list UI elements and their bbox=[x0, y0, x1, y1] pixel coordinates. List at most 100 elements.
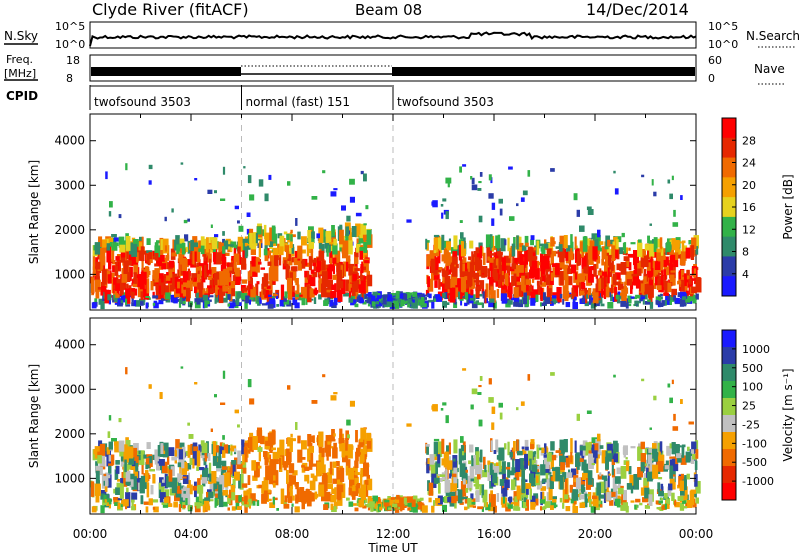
power-cell bbox=[655, 299, 661, 305]
power-cell bbox=[250, 264, 256, 277]
power-cell bbox=[507, 293, 513, 298]
velocity-cell bbox=[587, 470, 593, 485]
velocity-cell bbox=[203, 500, 210, 507]
power-cell bbox=[647, 259, 652, 263]
velocity-cell bbox=[548, 487, 553, 501]
power-cell bbox=[471, 254, 475, 264]
velocity-cell bbox=[107, 498, 112, 505]
velocity-scatter-cells bbox=[90, 366, 701, 514]
power-cell bbox=[266, 285, 271, 289]
power-cell bbox=[501, 281, 504, 293]
power-cell bbox=[524, 235, 529, 247]
velocity-cell bbox=[692, 454, 698, 460]
power-cell bbox=[255, 233, 258, 244]
velocity-cell bbox=[583, 463, 589, 478]
power-cell bbox=[615, 281, 621, 286]
velocity-cell bbox=[292, 495, 295, 501]
power-cell bbox=[308, 241, 314, 249]
power-cell bbox=[612, 273, 617, 285]
power-cell bbox=[187, 240, 191, 254]
velocity-cell bbox=[695, 497, 699, 504]
power-cell bbox=[205, 302, 211, 307]
velocity-cell bbox=[286, 470, 289, 484]
power-cell bbox=[205, 269, 212, 274]
velocity-cell bbox=[183, 491, 186, 494]
power-cell bbox=[532, 279, 535, 283]
velocity-cell bbox=[145, 457, 150, 465]
velocity-cell bbox=[346, 434, 350, 439]
power-cell bbox=[581, 255, 587, 267]
velocity-cell bbox=[311, 435, 314, 443]
x-tick-label: 12:00 bbox=[376, 527, 411, 541]
velocity-cell bbox=[348, 487, 352, 496]
power-cell bbox=[442, 270, 448, 278]
power-cell bbox=[691, 286, 697, 294]
velocity-cell bbox=[640, 462, 645, 472]
velocity-cell bbox=[491, 406, 496, 414]
velocity-cell bbox=[658, 477, 663, 480]
power-cell bbox=[489, 298, 495, 303]
power-cell bbox=[472, 301, 476, 304]
power-cell bbox=[345, 255, 351, 269]
power-cell bbox=[572, 285, 579, 297]
power-cell bbox=[199, 263, 205, 267]
power-cell bbox=[212, 247, 218, 262]
power-cell bbox=[672, 222, 679, 227]
power-cell bbox=[133, 300, 137, 307]
y-tick-label: 1000 bbox=[54, 471, 85, 485]
velocity-cell bbox=[675, 453, 682, 459]
power-cell bbox=[581, 282, 586, 290]
power-cell bbox=[294, 250, 298, 261]
power-cell bbox=[362, 301, 367, 305]
power-cell bbox=[268, 174, 272, 180]
power-cell bbox=[223, 240, 229, 250]
velocity-cell bbox=[133, 476, 137, 488]
velocity-cell bbox=[352, 485, 356, 491]
velocity-cell bbox=[530, 443, 534, 450]
power-cell bbox=[689, 293, 694, 297]
velocity-cell bbox=[258, 465, 262, 469]
velocity-cell bbox=[511, 479, 516, 490]
power-cell bbox=[178, 243, 184, 252]
power-cell bbox=[164, 216, 167, 222]
velocity-cell bbox=[287, 437, 291, 447]
velocity-cell bbox=[303, 496, 307, 504]
velocity-cell bbox=[458, 448, 462, 465]
velocity-cell bbox=[181, 461, 187, 475]
velocity-cell bbox=[108, 455, 112, 462]
power-cell bbox=[206, 251, 210, 255]
power-cell bbox=[300, 286, 307, 299]
power-cell bbox=[232, 275, 236, 285]
velocity-cell bbox=[590, 501, 594, 505]
velocity-cell bbox=[485, 504, 491, 511]
power-cell bbox=[247, 175, 252, 184]
cpid-segments: twofsound 3503 normal (fast) 151 twofsound… bbox=[89, 85, 494, 110]
power-cell bbox=[348, 263, 354, 276]
power-cell bbox=[292, 285, 295, 296]
velocity-cell bbox=[432, 404, 438, 412]
velocity-cell bbox=[505, 466, 511, 470]
power-cell bbox=[451, 273, 458, 288]
power-cell bbox=[359, 247, 363, 260]
velocity-cell bbox=[626, 483, 632, 490]
velocity-cell bbox=[206, 441, 209, 457]
power-cell bbox=[522, 190, 528, 196]
colorbar-swatch bbox=[722, 197, 736, 218]
power-cell bbox=[661, 270, 664, 287]
power-cell bbox=[148, 164, 153, 170]
velocity-cell bbox=[386, 498, 393, 506]
power-cell bbox=[516, 285, 523, 297]
velocity-cell bbox=[656, 507, 661, 510]
power-cell bbox=[154, 268, 160, 283]
velocity-cell bbox=[487, 460, 491, 465]
freq-label-line2: [MHz] bbox=[4, 67, 36, 80]
power-cell bbox=[292, 234, 296, 238]
velocity-cell bbox=[437, 454, 441, 464]
power-cell bbox=[248, 233, 250, 244]
power-cell bbox=[207, 189, 213, 194]
velocity-cell bbox=[356, 476, 359, 487]
power-cell bbox=[536, 262, 541, 266]
power-cell bbox=[332, 257, 337, 264]
power-cell bbox=[527, 170, 531, 177]
power-cell bbox=[555, 263, 560, 275]
